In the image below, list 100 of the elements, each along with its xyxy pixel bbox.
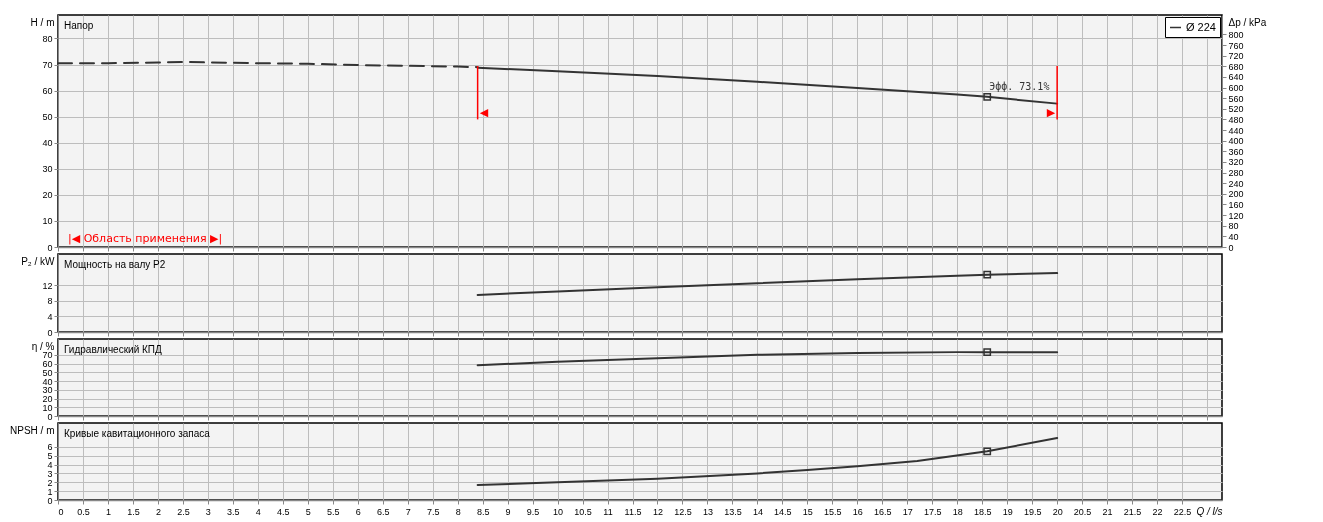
x-tick-label: 11 (603, 506, 613, 517)
x-tick-label: 22.5 (1173, 506, 1192, 517)
x-tick-label: 9.5 (526, 506, 540, 517)
x-tick-label: 4.5 (277, 506, 290, 517)
x-tick-label: 2.5 (177, 506, 190, 517)
y-tick-label: 70 (42, 60, 53, 71)
y2-tick-label: 360 (1228, 146, 1244, 157)
y-tick-label: 50 (42, 367, 53, 378)
x-tick-label: 20 (1052, 506, 1063, 517)
x-tick-label: 14 (752, 506, 763, 517)
y-tick-label: 3 (47, 468, 53, 479)
y2-tick-label: 520 (1228, 104, 1244, 115)
y-tick-label: 5 (47, 451, 53, 462)
y2-tick-label: 280 (1228, 168, 1244, 179)
ref-line-label: ◀ (479, 106, 489, 120)
x-tick-label: 6.5 (376, 506, 390, 517)
y-tick-label: 60 (42, 86, 53, 97)
y2-tick-label: 600 (1228, 83, 1244, 94)
x-tick-label: 16.5 (874, 506, 892, 517)
x-tick-label: 8 (455, 506, 461, 517)
x-tick-label: 12.5 (674, 506, 692, 517)
chart-title: Напор (64, 20, 94, 31)
y-tick-label: 50 (42, 112, 53, 123)
x-tick-label: 21 (1102, 506, 1113, 517)
x-tick-label: 1.5 (127, 506, 140, 517)
y-tick-label: 70 (42, 350, 53, 361)
y-tick-label: 0 (47, 495, 53, 506)
y2-tick-label: 240 (1228, 178, 1244, 189)
ref-line-label: ▶ (1046, 106, 1056, 120)
y-tick-label: 2 (47, 477, 53, 488)
text: Мощность на валу P2 (64, 259, 166, 270)
x-tick-label: 5.5 (327, 506, 340, 517)
y-tick-label: 0 (47, 242, 53, 253)
y2-tick-label: 640 (1228, 72, 1244, 83)
y2-tick-label: 720 (1228, 51, 1244, 62)
x-tick-label: 16 (852, 506, 863, 517)
chart-title: Кривые кавитационного запаса (64, 428, 211, 439)
x-tick-label: 17.5 (923, 506, 942, 517)
chart-title: Гидравлический КПД (64, 344, 163, 355)
y-axis-title: P₂ / kW (21, 255, 56, 267)
y2-tick-label: 0 (1228, 242, 1234, 253)
x-tick-label: 19.5 (1023, 506, 1042, 517)
x-tick-label: 5 (305, 506, 311, 517)
y2-tick-label: 760 (1228, 40, 1244, 51)
line-series (476, 272, 1059, 296)
x-tick-label: 18.5 (973, 506, 992, 517)
x-tick-label: 8.5 (476, 506, 490, 517)
y-tick-label: 20 (42, 394, 53, 404)
x-tick-label: 13 (702, 506, 713, 517)
x-tick-label: 14.5 (774, 506, 792, 517)
y2-tick-label: 160 (1228, 199, 1244, 210)
y2-axis-title: Δp / kPa (1228, 16, 1267, 28)
y-tick-label: 4 (47, 311, 53, 322)
y-tick-label: 40 (42, 138, 53, 149)
y2-tick-label: 800 (1228, 29, 1244, 40)
y-tick-label: 0 (47, 327, 53, 338)
y-tick-label: 8 (47, 296, 53, 307)
y2-tick-label: 440 (1228, 125, 1244, 136)
y-tick-label: 4 (47, 460, 53, 471)
y2-tick-label: 680 (1228, 61, 1244, 72)
y-tick-label: 20 (42, 190, 53, 201)
y-tick-label: 0 (47, 411, 53, 422)
y2-tick-label: 560 (1228, 93, 1244, 104)
y-tick-label: 80 (42, 33, 53, 44)
x-tick-label: 22 (1152, 506, 1163, 517)
line-series (476, 437, 1059, 486)
y2-tick-label: 480 (1228, 114, 1244, 125)
x-tick-label: 2 (155, 506, 161, 517)
y2-tick-label: 80 (1228, 221, 1239, 232)
x-tick-label: 9 (505, 506, 511, 517)
y-axis-title: η / % (31, 340, 55, 352)
y2-tick-label: 120 (1228, 210, 1244, 221)
x-tick-label: 11.5 (624, 506, 642, 517)
x-tick-label: 6 (355, 506, 361, 517)
y-tick-label: 60 (42, 359, 53, 369)
x-tick-label: 21.5 (1123, 506, 1142, 517)
x-tick-label: 20.5 (1073, 506, 1092, 517)
x-axis-title: Q / l/s (1196, 505, 1223, 517)
y-tick-label: 30 (42, 164, 53, 175)
y2-tick-label: 320 (1228, 157, 1244, 168)
x-tick-label: 10.5 (574, 506, 592, 517)
x-tick-label: 4 (255, 506, 261, 517)
y-tick-label: 10 (42, 402, 53, 413)
x-tick-label: 3 (205, 506, 211, 517)
x-tick-label: 15.5 (824, 506, 842, 517)
y-tick-label: 1 (47, 486, 53, 497)
annotation: |◀ Область применения ▶| (68, 232, 223, 245)
y-tick-label: 12 (42, 280, 53, 291)
x-tick-label: 19 (1002, 506, 1013, 517)
annotation: Эфф. 73.1% (989, 80, 1050, 92)
x-tick-label: 12 (652, 506, 663, 517)
x-tick-label: 3.5 (227, 506, 240, 517)
y-axis-title: H / m (30, 16, 55, 28)
y-tick-label: 10 (42, 216, 53, 227)
y-tick-label: 40 (42, 376, 53, 387)
x-tick-label: 0 (58, 506, 64, 517)
x-tick-label: 7.5 (426, 506, 440, 517)
x-tick-label: 17 (902, 506, 913, 517)
y-axis-title: NPSH / m (10, 424, 55, 436)
y2-tick-label: 400 (1228, 136, 1244, 147)
